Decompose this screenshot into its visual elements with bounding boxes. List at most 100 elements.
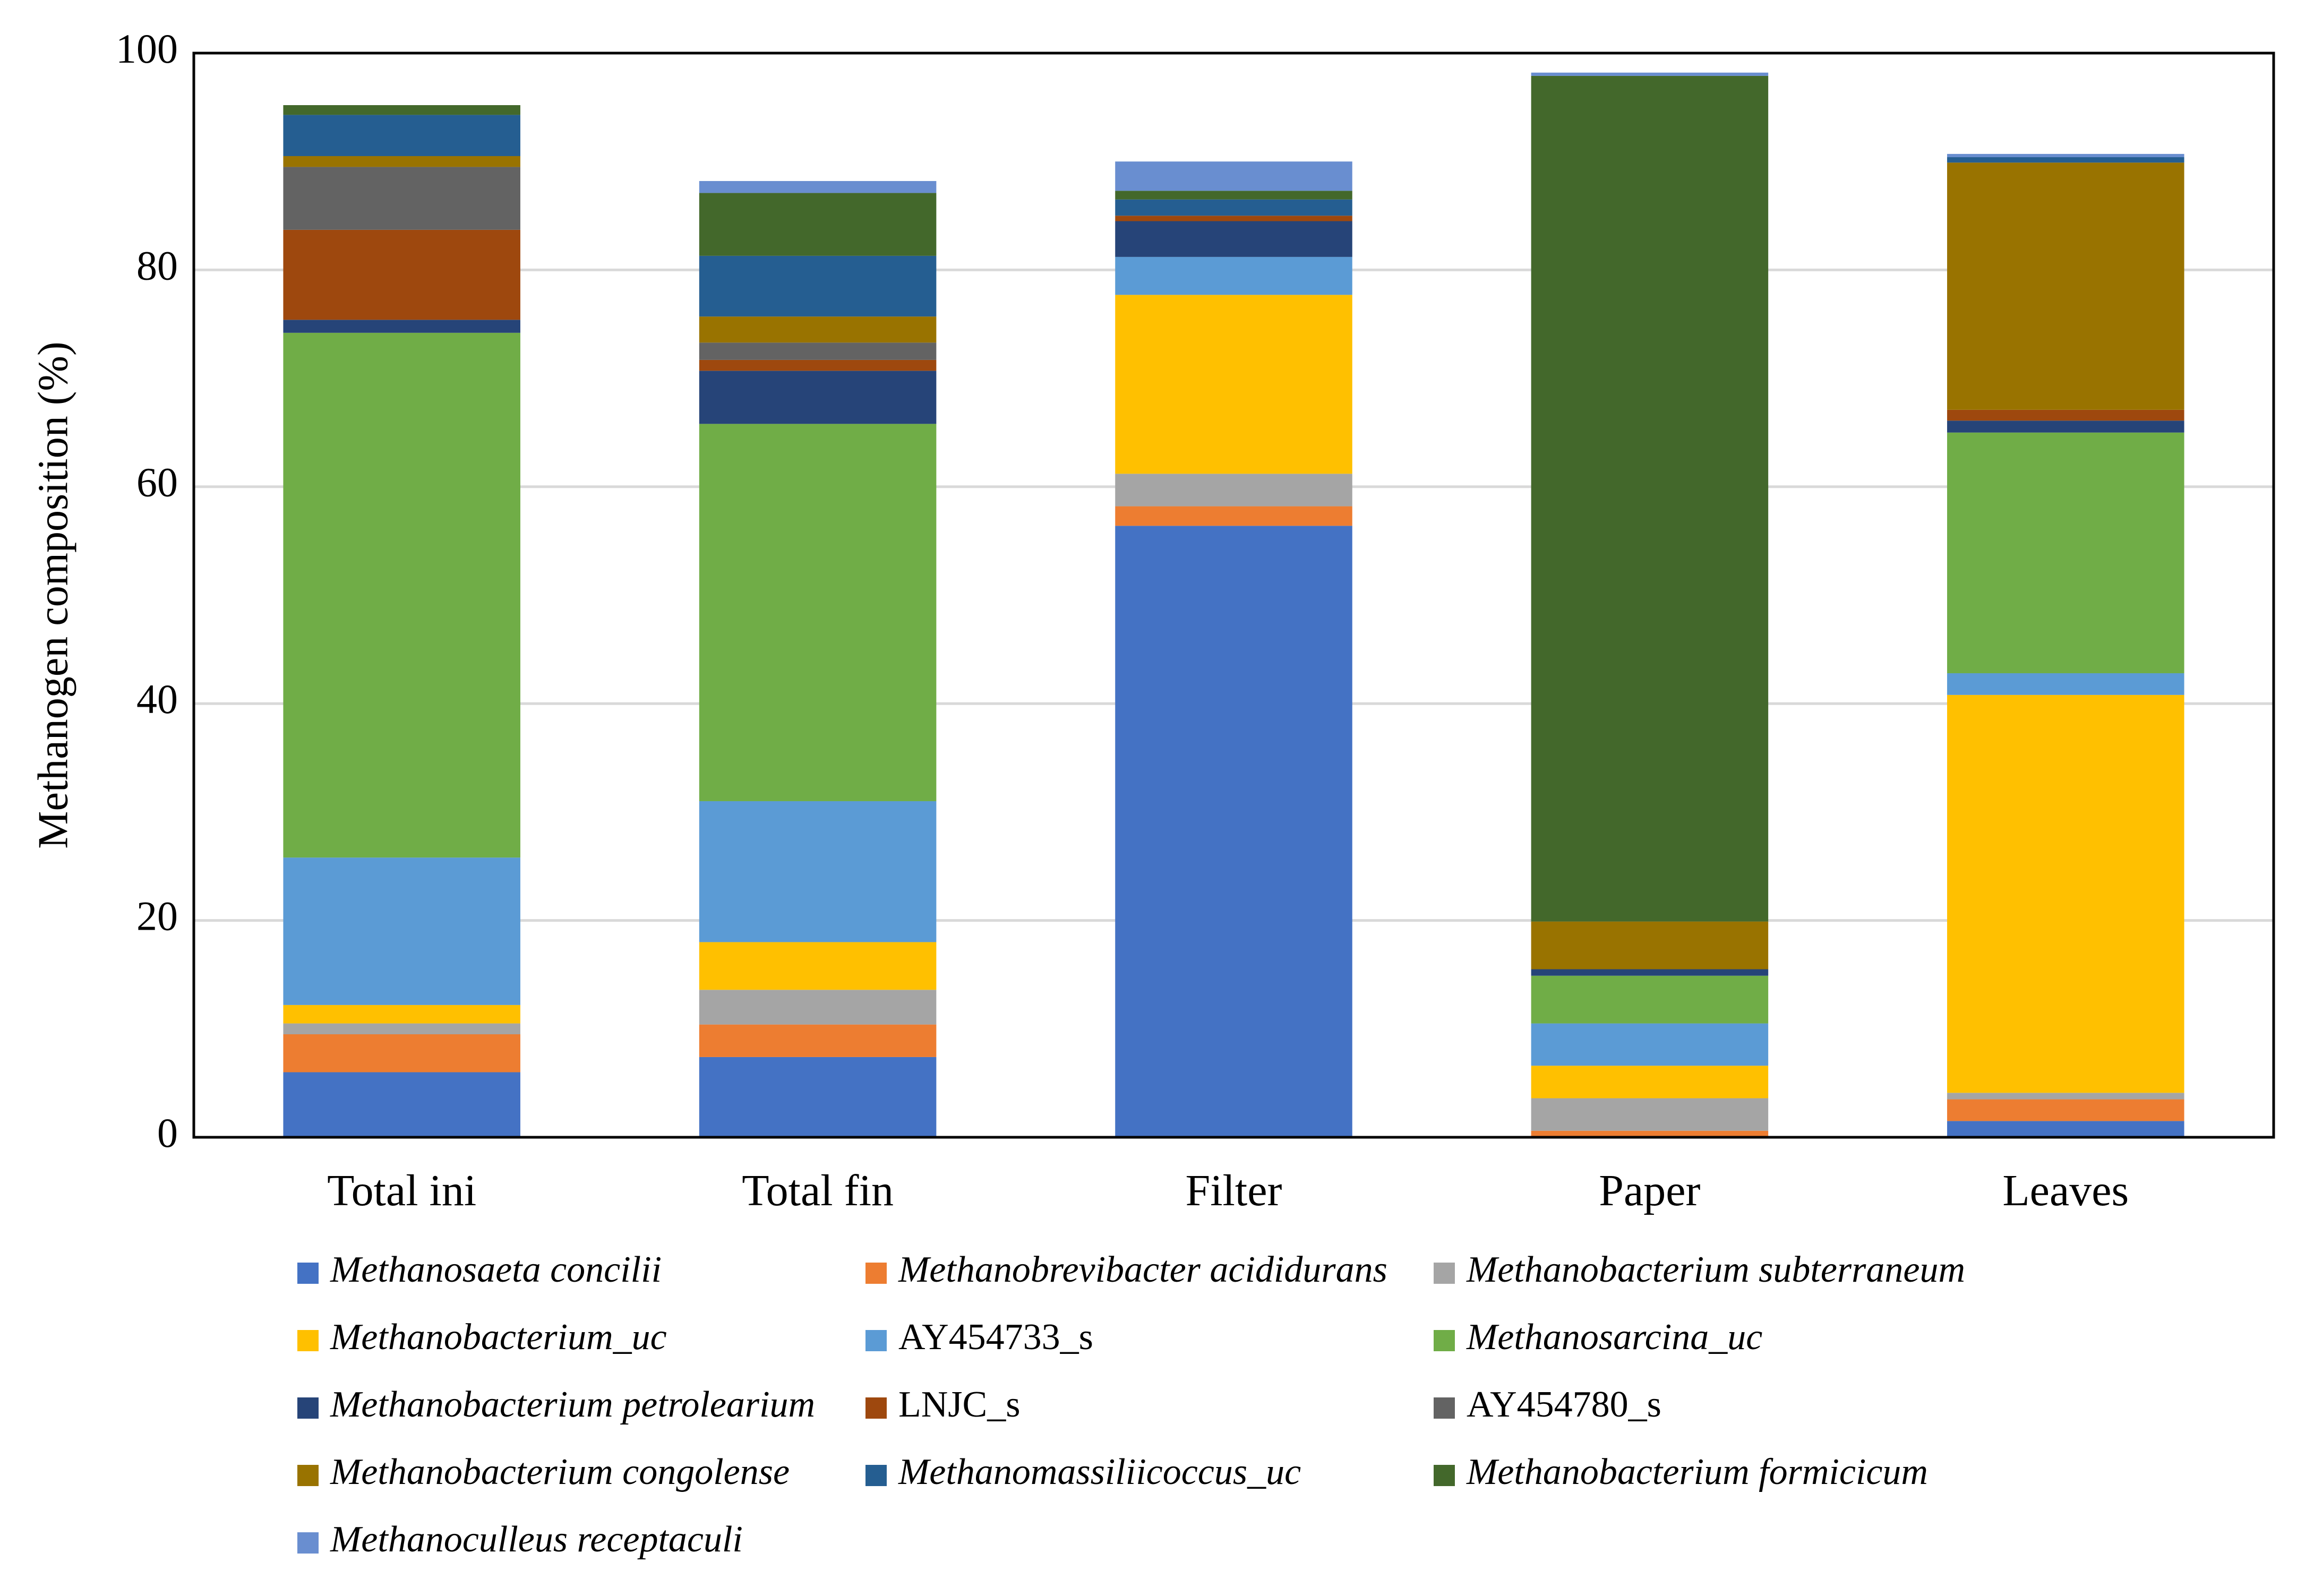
bar-segment <box>699 1057 937 1137</box>
legend-item: LNJC_s <box>865 1384 1020 1425</box>
x-tick-label: Paper <box>1599 1166 1700 1215</box>
legend-swatch <box>297 1263 319 1284</box>
bar-segment <box>1115 295 1352 474</box>
legend-item: Methanobacterium congolense <box>297 1452 790 1492</box>
legend-item: Methanobacterium_uc <box>297 1317 667 1358</box>
bar-segment <box>699 316 937 343</box>
bar-segment <box>1531 969 1769 976</box>
legend-swatch <box>297 1465 319 1486</box>
bar-segment <box>1531 921 1769 969</box>
bar-segment <box>1947 153 2184 158</box>
legend-item: Methanobrevibacter acididurans <box>865 1249 1387 1290</box>
bar-segment <box>1947 409 2184 421</box>
legend-swatch <box>865 1263 887 1284</box>
bar-segment <box>283 105 520 115</box>
bar-segment <box>283 332 520 858</box>
bar-segment <box>283 167 520 230</box>
bar-segment <box>1531 1130 1769 1136</box>
y-tick-label: 100 <box>116 25 178 72</box>
legend-label: Methanobacterium subterraneum <box>1466 1249 1965 1290</box>
legend-label: Methanobacterium petrolearium <box>330 1384 815 1425</box>
bar-segment <box>699 371 937 424</box>
legend-swatch <box>865 1330 887 1351</box>
bar-segment <box>1531 1023 1769 1066</box>
bar-segment <box>1947 673 2184 695</box>
legend-swatch <box>297 1397 319 1419</box>
bar-segment <box>699 990 937 1025</box>
bar-segment <box>1115 526 1352 1137</box>
bar-segment <box>1531 72 1769 76</box>
bar-segment <box>699 342 937 360</box>
bar-segment <box>283 115 520 156</box>
bar-segment <box>283 1072 520 1137</box>
legend-swatch <box>1434 1397 1455 1419</box>
legend-label: Methanobacterium formicicum <box>1466 1452 1928 1492</box>
legend-label: Methanobacterium congolense <box>330 1452 790 1492</box>
legend-item: Methanosaeta concilii <box>297 1249 662 1290</box>
bar-segment <box>1531 1098 1769 1131</box>
legend-swatch <box>1434 1465 1455 1486</box>
bar-segment <box>699 942 937 990</box>
y-tick-label: 80 <box>136 242 178 288</box>
bar-segment <box>283 857 520 1005</box>
bar-segment <box>283 1005 520 1024</box>
bar-segment <box>283 156 520 167</box>
y-axis-ticks: 0 20 40 60 80 100 <box>116 25 178 1156</box>
bar-segment <box>1947 1121 2184 1137</box>
legend-item: Methanomassiliicoccus_uc <box>865 1452 1301 1492</box>
bar-segment <box>1531 975 1769 1024</box>
legend-item: Methanobacterium petrolearium <box>297 1384 815 1425</box>
bar-segment <box>283 1034 520 1072</box>
bar-segment <box>1115 199 1352 216</box>
legend-swatch <box>297 1532 319 1554</box>
legend-label: Methanomassiliicoccus_uc <box>898 1452 1301 1492</box>
bar-segment <box>1531 1066 1769 1099</box>
legend-swatch <box>865 1465 887 1486</box>
bars <box>283 72 2184 1137</box>
bar-segment <box>283 320 520 333</box>
bar-segment <box>1947 1093 2184 1100</box>
legend-label: Methanoculleus receptaculi <box>330 1519 743 1560</box>
legend-item: Methanobacterium formicicum <box>1434 1452 1928 1492</box>
bar-segment <box>1115 191 1352 200</box>
bar-segment <box>699 424 937 801</box>
y-tick-label: 20 <box>136 893 178 939</box>
bar-segment <box>1115 221 1352 257</box>
legend-label: Methanosarcina_uc <box>1466 1317 1762 1358</box>
bar-segment <box>699 255 937 317</box>
legend-label: LNJC_s <box>898 1384 1020 1425</box>
plot-area-frame <box>192 52 2275 1139</box>
bar-segment <box>1531 75 1769 922</box>
x-tick-label: Leaves <box>2002 1166 2129 1215</box>
legend-label: Methanobrevibacter acididurans <box>898 1249 1387 1290</box>
bar-segment <box>1115 216 1352 221</box>
legend-label: AY454733_s <box>898 1317 1093 1358</box>
legend-item: AY454733_s <box>865 1317 1093 1358</box>
legend-swatch <box>1434 1330 1455 1351</box>
bar-segment <box>699 359 937 371</box>
bar-segment <box>1947 157 2184 163</box>
bar-segment <box>1115 161 1352 191</box>
bar-segment <box>699 801 937 942</box>
y-tick-label: 40 <box>136 676 178 722</box>
legend: Methanosaeta concilii Methanobrevibacter … <box>297 1249 1965 1560</box>
legend-item: Methanoculleus receptaculi <box>297 1519 743 1560</box>
x-tick-label: Total ini <box>327 1166 476 1215</box>
x-axis-ticks: Total ini Total fin Filter Paper Leaves <box>327 1166 2129 1215</box>
bar-segment <box>699 1024 937 1057</box>
bar-segment <box>1947 432 2184 674</box>
legend-label: AY454780_s <box>1467 1384 1661 1425</box>
bar-segment <box>1947 162 2184 410</box>
y-tick-label: 60 <box>136 459 178 505</box>
y-axis-label: Methanogen composition (%) <box>30 341 76 848</box>
y-tick-label: 0 <box>157 1110 178 1156</box>
bar-segment <box>1947 1099 2184 1121</box>
bar-segment <box>283 229 520 320</box>
bar-segment <box>1115 256 1352 295</box>
legend-swatch <box>865 1397 887 1419</box>
legend-label: Methanosaeta concilii <box>330 1249 662 1290</box>
legend-item: Methanosarcina_uc <box>1434 1317 1762 1358</box>
legend-label: Methanobacterium_uc <box>330 1317 667 1358</box>
legend-swatch <box>297 1330 319 1351</box>
